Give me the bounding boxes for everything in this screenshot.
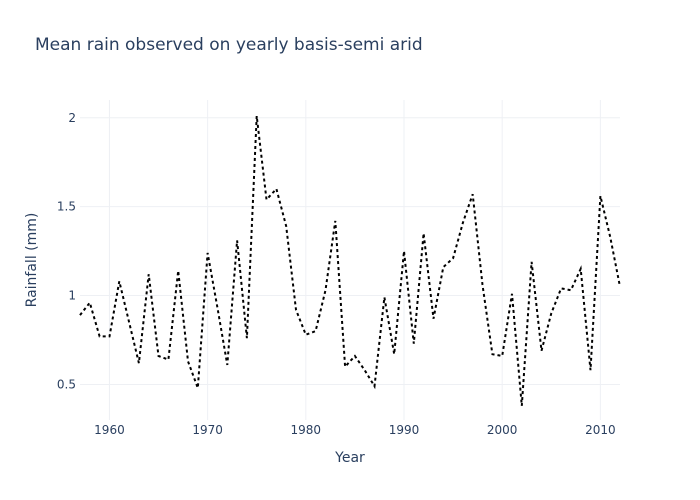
y-tick-label: 2	[68, 111, 76, 125]
x-tick-label: 2010	[585, 423, 616, 437]
chart-title: Mean rain observed on yearly basis-semi …	[35, 35, 423, 55]
y-tick-label: 1.5	[57, 200, 76, 214]
grid	[80, 100, 620, 420]
x-axis-title: Year	[334, 450, 365, 466]
axis-ticks: 1960 1970 1980 1990 2000 2010 0.5 1 1.5 2	[57, 111, 616, 437]
x-tick-label: 1960	[94, 423, 125, 437]
x-tick-label: 2000	[487, 423, 518, 437]
y-axis-title: Rainfall (mm)	[24, 213, 40, 308]
x-tick-label: 1980	[291, 423, 322, 437]
y-tick-label: 1	[68, 289, 76, 303]
y-tick-label: 0.5	[57, 377, 76, 391]
rainfall-series-line	[79, 115, 621, 406]
x-tick-label: 1970	[192, 423, 223, 437]
x-tick-label: 1990	[389, 423, 420, 437]
